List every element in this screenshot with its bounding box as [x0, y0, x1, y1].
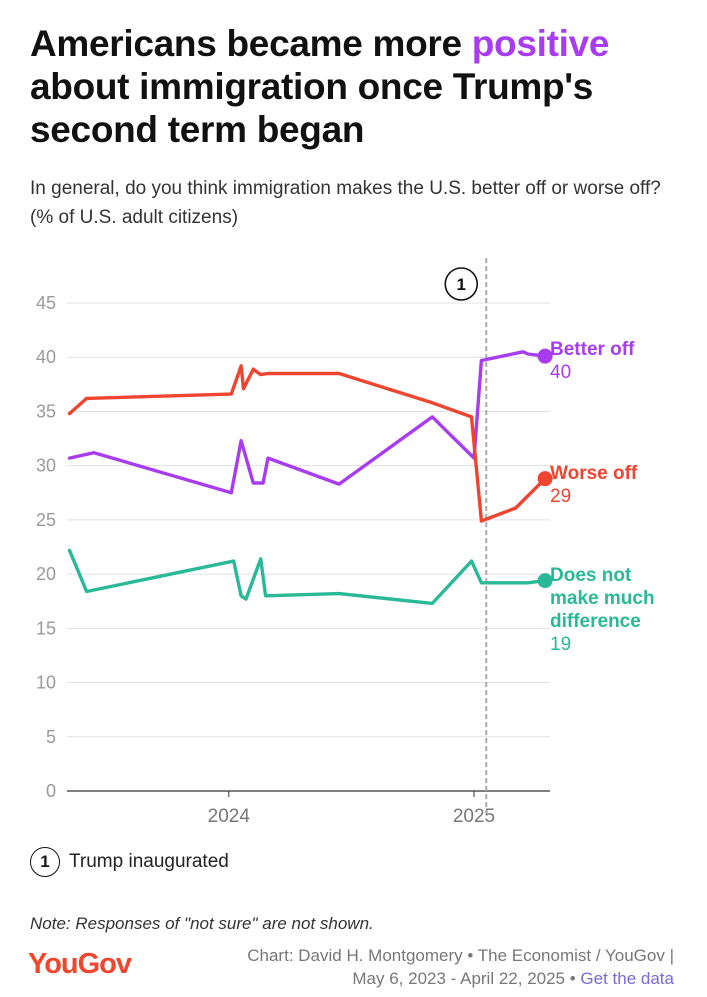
series-label-nodiff-line-2: make much — [550, 588, 655, 609]
y-tick-label-5: 5 — [46, 727, 56, 747]
credit-line-1: Chart: David H. Montgomery • The Economi… — [247, 946, 674, 965]
y-tick-label-0: 0 — [46, 781, 56, 801]
series-end-dot-worse — [537, 471, 553, 487]
series-line-worse — [67, 364, 547, 523]
yougov-logo: YouGov — [28, 948, 132, 980]
get-the-data-link[interactable]: Get the data — [580, 969, 674, 988]
chart-note: Note: Responses of "not sure" are not sh… — [30, 914, 374, 933]
title-part2: about immigration once Trump's second te… — [30, 66, 594, 150]
series-value-worse: 29 — [550, 486, 571, 507]
y-tick-label-40: 40 — [36, 347, 56, 367]
series-end-dot-nodiff — [537, 573, 553, 589]
y-tick-label-20: 20 — [36, 564, 56, 584]
chart-title: Americans became more positive about imm… — [30, 22, 690, 151]
legend-text: Trump inaugurated — [69, 851, 229, 872]
x-tick-label-2024: 2024 — [208, 806, 251, 827]
legend-marker: 1 — [30, 847, 60, 877]
x-tick-label-2025: 2025 — [453, 806, 495, 827]
series-label-nodiff-line-1: Does not — [550, 565, 632, 586]
series-value-nodiff: 19 — [550, 634, 571, 655]
y-tick-label-25: 25 — [36, 510, 56, 530]
chart-credit: Chart: David H. Montgomery • The Economi… — [144, 944, 674, 990]
series-value-better: 40 — [550, 362, 571, 383]
annotation-legend: 1 Trump inaugurated — [30, 845, 229, 879]
series-end-dot-better — [537, 348, 553, 364]
title-highlight: positive — [471, 23, 610, 64]
series-label-worse-line-1: Worse off — [550, 463, 638, 484]
title-part1: Americans became more — [30, 23, 472, 64]
y-tick-label-35: 35 — [36, 401, 56, 421]
credit-line-2: May 6, 2023 - April 22, 2025 • — [352, 969, 576, 988]
series-label-better-line-1: Better off — [550, 339, 635, 360]
series-label-nodiff-line-3: difference — [550, 611, 641, 632]
series-line-better — [67, 350, 547, 495]
series-line-nodiff — [67, 548, 547, 606]
annotation-marker-circle — [444, 267, 479, 301]
annotation-marker-number: 1 — [457, 275, 466, 294]
y-tick-label-15: 15 — [36, 618, 56, 638]
y-tick-label-45: 45 — [36, 293, 56, 313]
chart-subtitle: In general, do you think immigration mak… — [30, 178, 661, 228]
y-tick-label-10: 10 — [36, 673, 56, 693]
y-tick-label-30: 30 — [36, 456, 56, 476]
